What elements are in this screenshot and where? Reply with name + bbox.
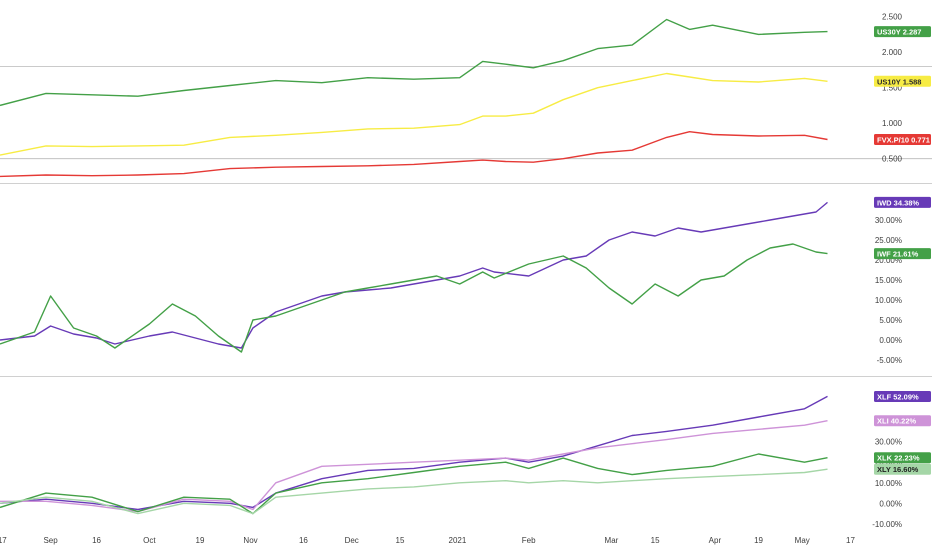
badge-label: XLY 16.60%	[877, 465, 919, 474]
x-tick-label: 16	[299, 536, 308, 545]
badge-xlk: XLK 22.23%	[874, 452, 931, 464]
x-tick-label: 17	[846, 536, 855, 545]
x-tick-label: Oct	[143, 536, 156, 545]
badge-iwd: IWD 34.38%	[874, 196, 931, 208]
badge-background	[874, 26, 931, 38]
series-line-xlf	[0, 395, 828, 511]
x-tick-label: Apr	[709, 536, 722, 545]
y-tick-label: 0.00%	[879, 336, 902, 345]
y-tick-label: 20.00%	[875, 256, 902, 265]
x-tick-label: Nov	[243, 536, 257, 545]
y-tick-label: 25.00%	[875, 236, 902, 245]
y-tick-label: 30.00%	[875, 216, 902, 225]
badge-us30y: US30Y 2.287	[874, 26, 931, 38]
badge-background	[874, 75, 931, 87]
y-tick-label: 0.00%	[879, 499, 902, 508]
y-tick-label: 30.00%	[875, 438, 902, 447]
badge-background	[874, 463, 931, 475]
badge-background	[874, 415, 931, 427]
y-tick-label: 2.000	[882, 48, 903, 57]
y-tick-label: -5.00%	[877, 356, 902, 365]
y-tick-label: 1.000	[882, 119, 903, 128]
badge-us10y: US10Y 1.588	[874, 75, 931, 87]
x-tick-label: Sep	[43, 536, 58, 545]
badge-label: US30Y 2.287	[877, 28, 921, 37]
x-tick-label: 15	[396, 536, 405, 545]
series-line-xli	[0, 420, 828, 513]
y-tick-label: 15.00%	[875, 276, 902, 285]
x-tick-label: 19	[754, 536, 763, 545]
series-line-iwf	[0, 243, 828, 353]
badge-background	[874, 452, 931, 464]
y-tick-label: 5.00%	[879, 316, 902, 325]
y-tick-label: -10.00%	[872, 520, 902, 529]
x-tick-label: 15	[651, 536, 660, 545]
badge-background	[874, 196, 931, 208]
badge-label: XLK 22.23%	[877, 454, 920, 463]
badge-fvx-p-10: FVX.P/10 0.771	[874, 134, 931, 146]
series-line-us10y	[0, 72, 828, 156]
badge-label: FVX.P/10 0.771	[877, 136, 930, 145]
x-tick-label: Feb	[522, 536, 536, 545]
pane-sectors: 40.00%30.00%20.00%10.00%0.00%-10.00%XLF …	[0, 390, 931, 529]
badge-background	[874, 248, 931, 260]
x-tick-label: Mar	[605, 536, 619, 545]
badge-background	[874, 134, 931, 146]
badge-background	[874, 390, 931, 402]
y-tick-label: 10.00%	[875, 296, 902, 305]
y-tick-label: 0.500	[882, 155, 903, 164]
series-line-xlk	[0, 453, 828, 515]
x-tick-label: 2021	[449, 536, 467, 545]
y-tick-label: 2.500	[882, 13, 903, 22]
badge-label: XLI 40.22%	[877, 417, 917, 426]
x-tick-label: Dec	[345, 536, 359, 545]
x-tick-label: 17	[0, 536, 7, 545]
badge-label: XLF 52.09%	[877, 392, 919, 401]
badge-xly: XLY 16.60%	[874, 463, 931, 475]
badge-label: US10Y 1.588	[877, 77, 921, 86]
series-line-fvx-p-10	[0, 131, 828, 178]
pane-value-vs-growth: 30.00% 25.00% 20.00% 15.00% 10.00% 5.00% 0.00%…	[0, 196, 931, 365]
badge-iwf: IWF 21.61%	[874, 248, 931, 260]
series-line-us30y	[0, 18, 828, 107]
y-tick-label: 1.500	[882, 84, 903, 93]
series-line-iwd	[0, 201, 828, 349]
y-tick-label: 10.00%	[875, 479, 902, 488]
x-tick-label: 16	[92, 536, 101, 545]
badge-label: IWF 21.61%	[877, 250, 919, 259]
badge-xlf: XLF 52.09%	[874, 390, 931, 402]
x-tick-label: 19	[196, 536, 205, 545]
series-line-xly	[0, 468, 828, 515]
badge-xli: XLI 40.22%	[874, 415, 931, 427]
x-tick-label: May	[795, 536, 810, 545]
pane-yields: 2.500 2.000 1.500 1.000 0.500 US30Y 2.287 US10…	[0, 13, 932, 178]
badge-label: IWD 34.38%	[877, 198, 919, 207]
